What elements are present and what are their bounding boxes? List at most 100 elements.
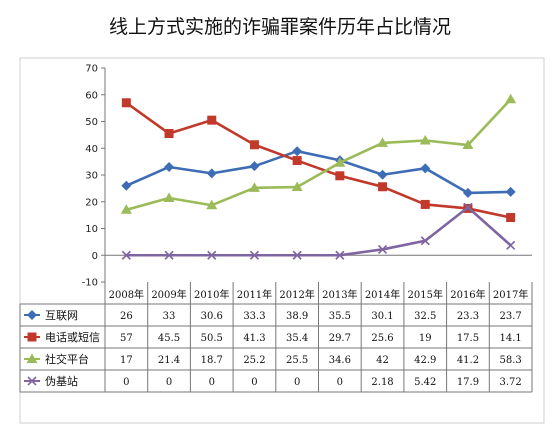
data-point [206, 199, 218, 210]
data-point [121, 98, 131, 108]
data-point [378, 182, 388, 192]
x-category-label: 2010年 [194, 288, 229, 301]
data-table-cell: 3.72 [500, 377, 522, 388]
data-point [420, 163, 431, 174]
data-table-cell: 33.3 [243, 311, 265, 322]
data-table-cell: 25.6 [371, 333, 393, 344]
data-table-cell: 18.7 [201, 355, 223, 366]
data-point [506, 213, 516, 223]
y-tick-label: 70 [85, 64, 98, 75]
data-table-cell: 25.2 [243, 355, 265, 366]
y-tick-label: -10 [82, 278, 98, 289]
data-point [164, 250, 174, 260]
x-category-label: 2008年 [109, 288, 144, 301]
series-line [125, 101, 511, 219]
x-category-label: 2009年 [151, 288, 186, 301]
series-2 [121, 98, 516, 223]
data-table-cell: 58.3 [500, 355, 522, 366]
y-tick-label: 10 [85, 224, 98, 235]
data-table-cell: 35.4 [286, 333, 308, 344]
x-category-label: 2012年 [279, 288, 314, 301]
data-point [335, 250, 345, 260]
data-table: 2008年 2009年 2010年 2011年 2012年 2013年 2014年 2015年… [19, 282, 533, 393]
data-point [420, 199, 430, 209]
data-table-cell: 38.9 [286, 311, 308, 322]
series-3 [120, 93, 517, 214]
data-table-cell: 0 [294, 377, 300, 388]
data-point [291, 181, 303, 192]
data-table-cell: 35.5 [329, 311, 351, 322]
data-point [292, 146, 303, 157]
data-point [249, 250, 260, 260]
data-point [121, 180, 132, 191]
data-table-cell: 17.5 [457, 333, 479, 344]
data-table-cell: 2.18 [371, 377, 393, 388]
data-table-cell: 23.3 [457, 311, 479, 322]
data-table-cell: 45.5 [158, 333, 180, 344]
data-point [121, 250, 131, 260]
y-tick-label: 40 [85, 144, 98, 155]
series-1 [121, 146, 516, 198]
series-lines [120, 93, 517, 260]
data-point [334, 157, 346, 167]
data-point [506, 240, 516, 250]
chart-title: 线上方式实施的诈骗罪案件历年占比情况 [108, 16, 451, 38]
data-point [120, 204, 132, 214]
data-table-cell: 33 [163, 311, 176, 322]
data-table-cell: 30.1 [371, 311, 393, 322]
data-table-cell: 0 [123, 377, 129, 388]
data-point [249, 161, 260, 172]
data-point [292, 156, 302, 166]
data-point [462, 139, 474, 150]
data-point [292, 250, 302, 260]
data-point [335, 171, 345, 181]
data-table-cell: 17 [120, 355, 133, 366]
data-table-cell: 42 [376, 355, 389, 366]
data-point [163, 192, 175, 203]
data-table-cell: 32.5 [414, 311, 436, 322]
data-table-cell: 17.9 [457, 377, 479, 388]
x-category-label: 2014年 [365, 288, 400, 301]
series-name: 互联网 [45, 309, 78, 322]
x-category-label: 2015年 [408, 288, 443, 301]
x-category-label: 2017年 [493, 288, 528, 301]
data-point [207, 115, 217, 125]
y-tick-label: 60 [85, 90, 98, 101]
data-point [377, 169, 388, 180]
data-point [377, 244, 388, 254]
data-point [419, 134, 431, 145]
data-table-cell: 26 [120, 311, 133, 322]
x-category-label: 2013年 [322, 288, 357, 301]
data-table-cell: 41.2 [457, 355, 479, 366]
y-tick-label: 50 [85, 117, 98, 128]
data-point [249, 140, 259, 150]
data-table-cell: 0 [337, 377, 343, 388]
data-point [462, 187, 473, 198]
data-point [164, 129, 174, 139]
outer-border [19, 57, 545, 424]
data-table-cell: 5.42 [414, 377, 436, 388]
data-table-cell: 14.1 [500, 333, 522, 344]
x-category-label: 2011年 [237, 288, 272, 301]
data-table-cell: 23.7 [500, 311, 522, 322]
data-table-cell: 0 [209, 377, 215, 388]
data-table-cell: 29.7 [329, 333, 351, 344]
data-table-cell: 41.3 [243, 333, 265, 344]
y-tick-label: 0 [92, 251, 98, 262]
data-table-cell: 21.4 [158, 355, 180, 366]
data-point [463, 202, 473, 212]
data-table-cell: 25.5 [286, 355, 308, 366]
data-point [207, 250, 217, 260]
y-tick-label: 30 [85, 171, 98, 182]
data-table-cell: 42.9 [414, 355, 436, 366]
data-point [377, 137, 389, 147]
data-point [164, 161, 175, 172]
data-point [248, 182, 260, 192]
data-table-cell: 19 [419, 333, 432, 344]
data-table-cell: 30.6 [201, 311, 223, 322]
data-point [505, 186, 516, 197]
data-table-cell: 0 [166, 377, 172, 388]
series-line [125, 149, 511, 195]
data-table-cell: 50.5 [201, 333, 223, 344]
